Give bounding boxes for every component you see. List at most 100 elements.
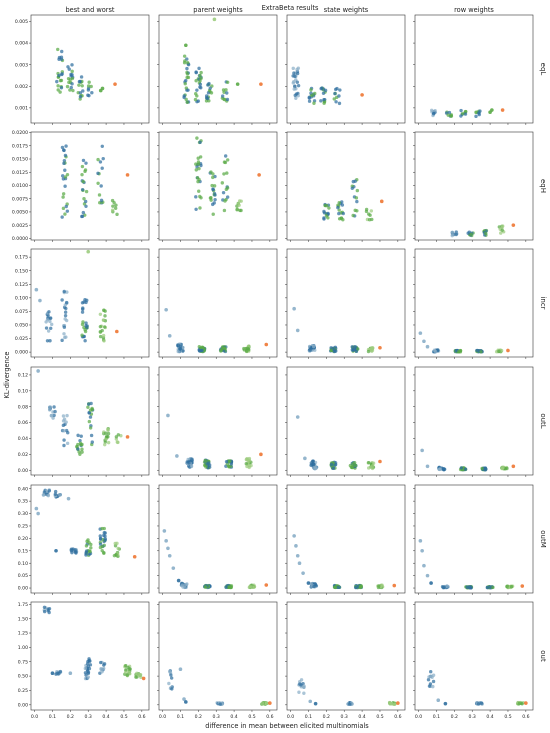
data-point bbox=[166, 546, 170, 551]
data-point bbox=[76, 447, 80, 451]
panel-frame bbox=[286, 248, 406, 358]
data-point bbox=[224, 585, 228, 590]
data-point bbox=[178, 346, 183, 351]
data-point bbox=[329, 346, 333, 350]
data-point bbox=[347, 702, 352, 706]
y-tick-label: 1.75 bbox=[18, 602, 28, 608]
data-point bbox=[110, 198, 115, 203]
data-point bbox=[182, 94, 186, 98]
data-point bbox=[463, 467, 468, 471]
data-point bbox=[484, 231, 488, 236]
data-point bbox=[98, 201, 102, 205]
data-point bbox=[219, 348, 224, 352]
data-point bbox=[100, 526, 104, 531]
data-point bbox=[312, 101, 316, 105]
data-point bbox=[102, 662, 107, 666]
data-point bbox=[323, 203, 327, 208]
y-tick-label: 0.125 bbox=[15, 282, 28, 288]
y-tick-label: 0.50 bbox=[18, 674, 28, 680]
data-point bbox=[70, 73, 74, 77]
data-point bbox=[369, 347, 373, 352]
data-point bbox=[66, 430, 70, 435]
data-point bbox=[355, 188, 360, 193]
data-point bbox=[359, 584, 363, 588]
data-point bbox=[98, 312, 103, 316]
data-point bbox=[329, 462, 334, 467]
y-tick-label: 0.35 bbox=[18, 499, 28, 505]
data-point bbox=[89, 433, 94, 438]
data-point bbox=[106, 427, 110, 432]
data-point bbox=[80, 84, 84, 88]
data-point bbox=[474, 110, 478, 115]
data-point bbox=[64, 318, 69, 323]
y-tick-label: 0.003 bbox=[15, 62, 28, 68]
data-point bbox=[183, 82, 187, 86]
data-point bbox=[297, 561, 302, 566]
y-tick-label: 0.02 bbox=[18, 452, 28, 458]
data-point bbox=[354, 585, 358, 590]
data-point bbox=[61, 414, 66, 418]
data-point bbox=[90, 91, 94, 95]
panel-eqH-1 bbox=[157, 131, 278, 242]
data-point bbox=[60, 49, 64, 54]
data-point bbox=[294, 92, 299, 96]
data-point bbox=[100, 144, 104, 148]
data-point bbox=[71, 88, 75, 93]
data-point bbox=[183, 585, 187, 590]
data-point bbox=[212, 17, 217, 22]
x-tick-label: 0.6 bbox=[138, 714, 145, 720]
data-point bbox=[454, 232, 458, 236]
data-point bbox=[116, 433, 121, 437]
data-point bbox=[46, 493, 51, 498]
data-point bbox=[222, 97, 226, 101]
data-point bbox=[320, 86, 324, 90]
highlight-point bbox=[378, 345, 382, 350]
data-point bbox=[70, 63, 74, 67]
highlight-point bbox=[259, 82, 263, 86]
panel-frame bbox=[158, 601, 278, 711]
panel-grid: 0.0010.0020.0030.0040.0050.00000.00250.0… bbox=[12, 14, 534, 720]
data-point bbox=[63, 313, 68, 318]
y-tick-label: 0.25 bbox=[18, 688, 28, 694]
data-point bbox=[70, 76, 75, 81]
data-point bbox=[78, 79, 82, 84]
x-tick-label: 0.6 bbox=[394, 714, 401, 720]
y-tick-label: 0.002 bbox=[15, 84, 28, 90]
data-point bbox=[450, 233, 454, 238]
data-point bbox=[224, 88, 228, 92]
row-label: out bbox=[539, 650, 547, 662]
y-tick-label: 0.00 bbox=[18, 586, 28, 592]
data-point bbox=[199, 86, 203, 90]
data-point bbox=[369, 209, 374, 213]
data-point bbox=[223, 199, 227, 203]
data-point bbox=[296, 83, 301, 88]
data-point bbox=[292, 306, 296, 311]
data-point bbox=[80, 307, 85, 311]
data-point bbox=[48, 319, 52, 324]
data-point bbox=[62, 148, 66, 153]
highlight-point bbox=[396, 701, 400, 705]
data-point bbox=[49, 326, 53, 330]
data-point bbox=[431, 679, 436, 684]
column-title: state weights bbox=[324, 6, 369, 14]
data-point bbox=[61, 419, 66, 423]
highlight-point bbox=[125, 435, 130, 439]
x-tick-label: 0.4 bbox=[230, 714, 237, 720]
x-tick-label: 0.3 bbox=[469, 714, 476, 720]
data-point bbox=[225, 97, 230, 102]
column-titles: best and worst parent weights state weight… bbox=[65, 6, 494, 14]
panel-eqL-1 bbox=[157, 14, 278, 125]
data-point bbox=[332, 347, 336, 352]
panel-outL-2 bbox=[285, 366, 406, 477]
data-point bbox=[46, 607, 50, 611]
data-point bbox=[500, 466, 504, 471]
panel-outL-3 bbox=[413, 366, 534, 477]
highlight-point bbox=[392, 583, 397, 588]
data-point bbox=[106, 431, 111, 436]
data-point bbox=[323, 88, 328, 93]
data-point bbox=[187, 461, 191, 465]
data-point bbox=[485, 585, 489, 590]
data-point bbox=[353, 463, 358, 468]
data-point bbox=[418, 539, 423, 543]
data-point bbox=[505, 466, 509, 471]
